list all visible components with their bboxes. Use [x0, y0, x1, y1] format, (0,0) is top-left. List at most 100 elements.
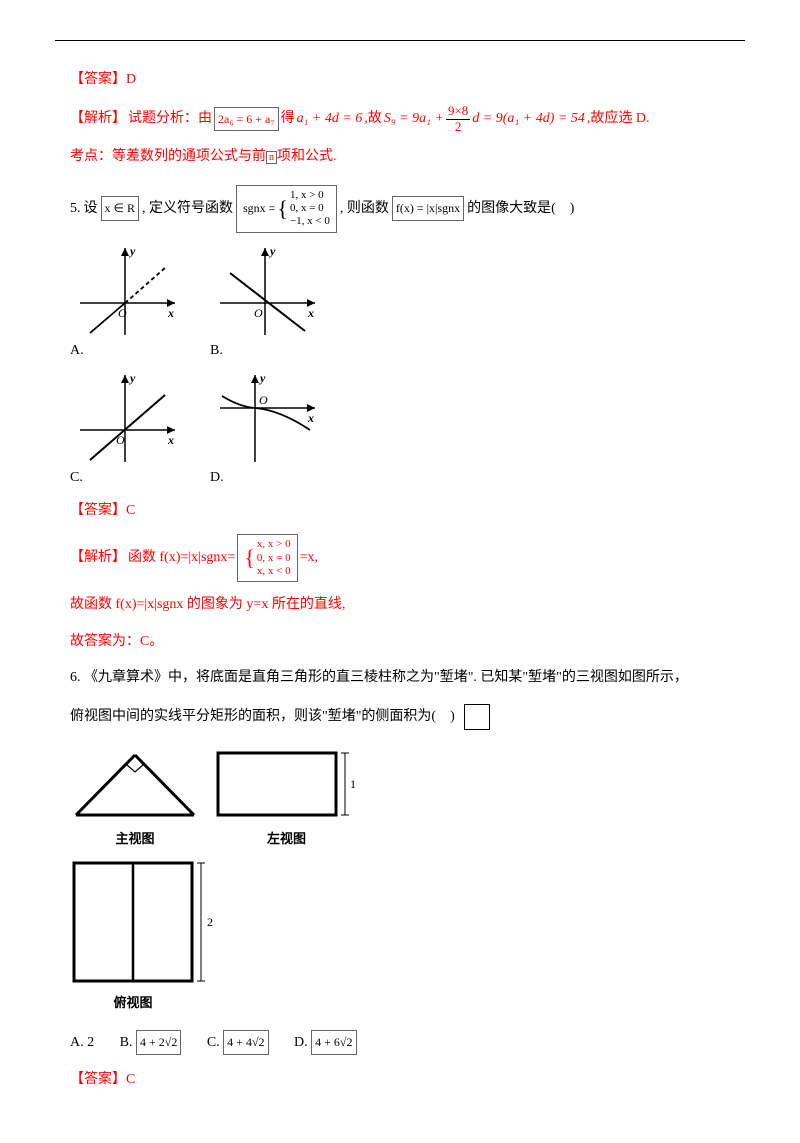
svg-text:x: x — [307, 306, 314, 320]
q5-suffix: 的图像大致是( ) — [467, 196, 574, 223]
opt-c: C. — [70, 470, 83, 485]
front-label: 主视图 — [70, 827, 200, 852]
answer-label: 【答案】 — [70, 72, 126, 87]
opt-b-label: B. — [120, 1035, 133, 1050]
s9-rhs: d = 9(a₁ + 4d) = 54 — [472, 106, 585, 133]
q5-num: 5. — [70, 196, 81, 223]
q6-answer: 【答案】C — [70, 1067, 730, 1094]
svg-text:x: x — [307, 411, 314, 425]
q6-options: A. 2 B. 4 + 2√2 C. 4 + 4√2 D. 4 + 6√2 — [70, 1030, 730, 1057]
q5-stem: 5. 设 x ∈ R , 定义符号函数 sgnx = { 1, x > 0 0,… — [70, 185, 730, 233]
graph-c-svg: O x y — [70, 370, 180, 465]
analysis-suffix: =x, — [300, 545, 318, 572]
boxed-eq: 2a₆ = 6 + a₇ — [214, 107, 279, 132]
q5-mid1: , 定义符号函数 — [142, 196, 233, 223]
front-view: 主视图 — [70, 745, 200, 852]
dim1: 1 — [350, 777, 356, 791]
opt-c: C. 4 + 4√2 — [207, 1030, 269, 1057]
q5-analysis-1: 【解析】 函数 f(x)=|x|sgnx= { x, x > 0 0, x = … — [70, 534, 730, 582]
svg-text:O: O — [259, 393, 268, 407]
svg-text:x: x — [167, 433, 174, 447]
kaodian-n: n — [266, 151, 277, 164]
s9-frac: 9×8 2 — [446, 104, 470, 135]
brace-icon-2: { — [244, 550, 255, 565]
sgn-box: sgnx = { 1, x > 0 0, x = 0 −1, x < 0 — [236, 185, 337, 233]
q5-analysis-3: 故答案为：C。 — [70, 629, 730, 656]
answer-label: 【答案】 — [70, 503, 126, 518]
graph-row-1: O x y A. O x y B. — [70, 243, 730, 365]
graph-d-svg: O x y — [210, 370, 320, 465]
q4-analysis: 【解析】 试题分析：由 2a₆ = 6 + a₇ 得 a₁ + 4d = 6 ,… — [70, 104, 730, 135]
sgn-cases: 1, x > 0 0, x = 0 −1, x < 0 — [290, 189, 330, 229]
graph-row-2: O x y C. O x y D. — [70, 370, 730, 492]
answer-label: 【答案】 — [70, 1072, 126, 1087]
graph-d: O x y D. — [210, 370, 320, 492]
q5-analysis-2: 故函数 f(x)=|x|sgnx 的图象为 y=x 所在的直线, — [70, 592, 730, 619]
answer-letter: C — [126, 1072, 135, 1087]
get: 得 — [281, 106, 295, 133]
analysis-label: 【解析】 — [70, 106, 126, 133]
case2: 0, x = 0 — [290, 202, 324, 214]
q5-answer: 【答案】C — [70, 498, 730, 525]
opt-a-label: A. — [70, 1035, 84, 1050]
cases-box: { x, x > 0 0, x = 0 x, x < 0 — [237, 534, 297, 582]
svg-text:O: O — [118, 306, 127, 320]
graph-c: O x y C. — [70, 370, 180, 492]
s9-lhs: S₉ = 9a₁ + — [384, 106, 444, 133]
kaodian-suffix: 项和公式. — [277, 149, 337, 164]
svg-text:x: x — [167, 306, 174, 320]
frac-num: 9×8 — [446, 104, 470, 120]
q6-views: 主视图 1 左视图 2 俯视图 — [70, 745, 730, 1016]
frac-den: 2 — [446, 120, 470, 135]
graph-a: O x y A. — [70, 243, 180, 365]
q5-mid2: , 则函数 — [340, 196, 389, 223]
svg-text:y: y — [128, 371, 136, 385]
case3: −1, x < 0 — [290, 215, 330, 227]
opt-c-label: C. — [207, 1035, 220, 1050]
opt-d-val: 4 + 6√2 — [311, 1030, 356, 1055]
opt-a: A. — [70, 343, 84, 358]
opt-b-val: 4 + 2√2 — [136, 1030, 181, 1055]
case-c: x, x < 0 — [257, 565, 291, 577]
case1: 1, x > 0 — [290, 189, 324, 201]
q6-num: 6. — [70, 670, 81, 685]
q6-stem-2: 俯视图中间的实线平分矩形的面积，则该"堑堵"的侧面积为( ) — [70, 704, 730, 731]
svg-text:y: y — [258, 371, 266, 385]
fx-box: f(x) = |x|sgnx — [392, 196, 464, 221]
q6-text2: 俯视图中间的实线平分矩形的面积，则该"堑堵"的侧面积为( ) — [70, 709, 455, 724]
graph-b: O x y B. — [210, 243, 320, 365]
side-view: 1 左视图 — [214, 745, 359, 852]
brace-icon: { — [277, 201, 288, 216]
xr-box: x ∈ R — [101, 196, 139, 221]
svg-text:y: y — [128, 244, 136, 258]
svg-text:O: O — [254, 306, 263, 320]
sgn-label: sgnx = — [243, 197, 275, 220]
opt-d: D. 4 + 6√2 — [294, 1030, 356, 1057]
opt-b: B. — [210, 343, 223, 358]
top-rule — [55, 40, 745, 41]
opt-b: B. 4 + 2√2 — [120, 1030, 182, 1057]
opt-d: D. — [210, 470, 224, 485]
graph-b-svg: O x y — [210, 243, 320, 338]
q4-answer: 【答案】D — [70, 67, 730, 94]
dim2: 2 — [207, 915, 213, 929]
case-b: 0, x = 0 — [257, 552, 291, 564]
kaodian-text: 考点：等差数列的通项公式与前 — [70, 149, 266, 164]
graph-a-svg: O x y — [70, 243, 180, 338]
cases: x, x > 0 0, x = 0 x, x < 0 — [257, 538, 291, 578]
analysis-prefix: 试题分析：由 — [128, 106, 212, 133]
opt-a: A. 2 — [70, 1030, 94, 1057]
analysis-mid: 函数 f(x)=|x|sgnx= — [128, 545, 235, 572]
side-label: 左视图 — [214, 827, 359, 852]
analysis-label: 【解析】 — [70, 545, 126, 572]
svg-text:O: O — [116, 433, 125, 447]
answer-letter: C — [126, 503, 135, 518]
comma-gu: ,故 — [364, 106, 382, 133]
opt-c-val: 4 + 4√2 — [223, 1030, 268, 1055]
blank-box — [464, 704, 490, 730]
top-label: 俯视图 — [70, 991, 196, 1016]
q4-suffix: ,故应选 D. — [587, 106, 650, 133]
opt-d-label: D. — [294, 1035, 308, 1050]
eq-mid: a₁ + 4d = 6 — [297, 106, 363, 133]
q6-stem-1: 6. 《九章算术》中，将底面是直角三角形的直三棱柱称之为"堑堵". 已知某"堑堵… — [70, 665, 730, 692]
